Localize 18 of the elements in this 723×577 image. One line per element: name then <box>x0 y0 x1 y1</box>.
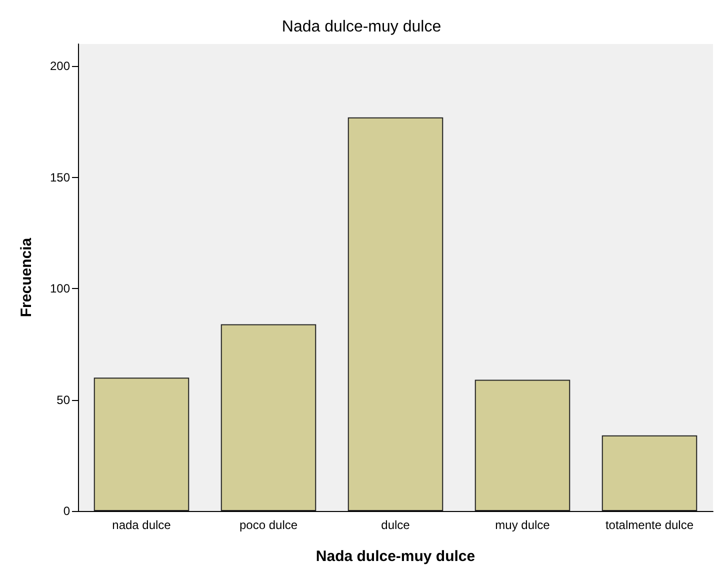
x-tick-label: poco dulce <box>239 518 298 532</box>
x-tick-label: totalmente dulce <box>605 518 694 532</box>
bar <box>348 117 444 511</box>
chart-title: Nada dulce-muy dulce <box>282 18 442 36</box>
x-tick-label: dulce <box>381 518 410 532</box>
bar <box>94 378 190 511</box>
y-tick-label: 0 <box>63 504 70 518</box>
bar <box>220 324 316 511</box>
y-tick-label: 150 <box>50 170 70 184</box>
x-tick-label: nada dulce <box>112 518 172 532</box>
y-axis-title: Frecuencia <box>18 237 35 318</box>
y-tick-label: 100 <box>50 282 70 296</box>
bar <box>602 435 698 511</box>
y-tick-label: 50 <box>56 392 70 407</box>
x-axis-title: Nada dulce-muy dulce <box>316 548 476 565</box>
bar <box>474 380 570 511</box>
y-tick-label: 200 <box>50 59 70 74</box>
x-tick-label: muy dulce <box>495 518 550 532</box>
